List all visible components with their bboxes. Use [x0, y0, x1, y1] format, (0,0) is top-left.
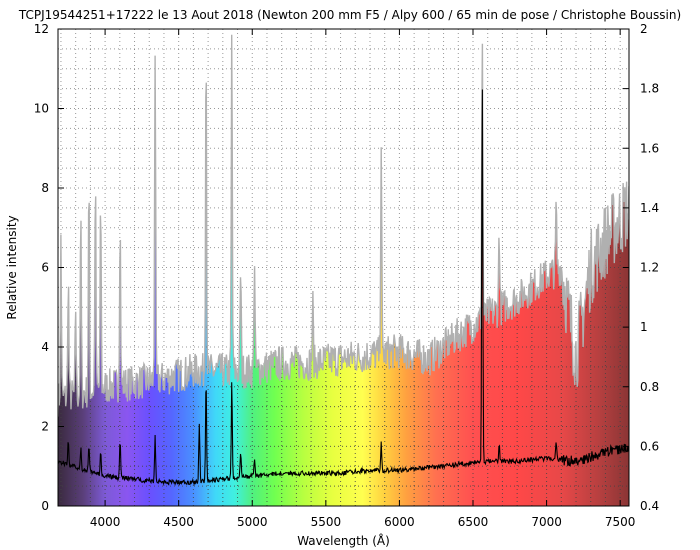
series-line-black [58, 89, 629, 487]
x-tick-label: 6000 [384, 515, 415, 529]
y2-tick-label: 1.6 [640, 141, 659, 155]
y2-tick-label: 1.2 [640, 261, 659, 275]
y2-tick-label: 1.4 [640, 201, 659, 215]
x-tick-label: 4000 [90, 515, 121, 529]
y-tick-label: 2 [41, 420, 49, 434]
y-tick-label: 8 [41, 181, 49, 195]
y2-tick-label: 2 [640, 22, 648, 36]
tick-marks: 4000 4500 5000 5500 6000 6500 7000 7500 0 2 4 6 8 10 1… [34, 22, 659, 529]
series-layer [58, 29, 629, 506]
x-tick-label: 6500 [458, 515, 489, 529]
y-tick-label: 12 [34, 22, 49, 36]
y2-tick-label: 1.8 [640, 82, 659, 96]
y-tick-label: 4 [41, 340, 49, 354]
x-tick-label: 7000 [531, 515, 562, 529]
y2-tick-label: 0.4 [640, 499, 659, 513]
chart-title: TCPJ19544251+17222 le 13 Aout 2018 (Newt… [18, 8, 681, 22]
y-tick-label: 0 [41, 499, 49, 513]
y-axis-title: Relative intensity [5, 215, 19, 319]
x-tick-label: 7500 [605, 515, 636, 529]
y-tick-label: 6 [41, 261, 49, 275]
series-line-gray [58, 34, 629, 417]
x-axis-title: Wavelength (Å) [297, 533, 390, 548]
x-tick-label: 5500 [311, 515, 342, 529]
x-tick-label: 5000 [237, 515, 268, 529]
y2-tick-label: 0.6 [640, 439, 659, 453]
y2-tick-label: 1 [640, 320, 648, 334]
y2-tick-label: 0.8 [640, 380, 659, 394]
x-tick-label: 4500 [163, 515, 194, 529]
y-tick-label: 10 [34, 102, 49, 116]
